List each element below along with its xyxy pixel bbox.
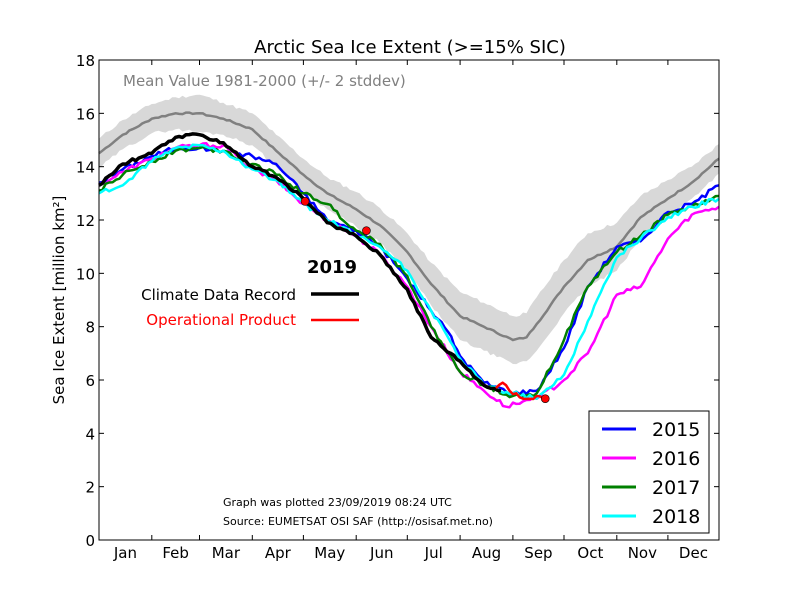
red-marker-2 xyxy=(540,394,550,403)
source-note: Source: EUMETSAT OSI SAF (http://osisaf.… xyxy=(223,515,493,528)
legend-label-2016: 2016 xyxy=(652,448,700,470)
red-marker-1 xyxy=(362,226,371,235)
y-tick-label: 8 xyxy=(85,319,95,337)
stddev-band xyxy=(99,94,719,365)
x-tick-label-jan: Jan xyxy=(113,544,137,562)
x-tick-label-mar: Mar xyxy=(212,544,241,562)
x-tick-label-nov: Nov xyxy=(628,544,657,562)
y-tick-label: 2 xyxy=(85,479,95,497)
chart-title: Arctic Sea Ice Extent (>=15% SIC) xyxy=(254,37,566,58)
red-marker-0 xyxy=(300,197,310,206)
x-tick-label-may: May xyxy=(314,544,345,562)
y-tick-label: 10 xyxy=(76,265,95,283)
legend-label-2015: 2015 xyxy=(652,419,700,441)
x-tick-label-dec: Dec xyxy=(679,544,708,562)
x-tick-label-jul: Jul xyxy=(424,544,443,562)
y-tick-label: 12 xyxy=(76,212,95,230)
plot-frame xyxy=(98,59,720,541)
legend-label-2018: 2018 xyxy=(652,506,700,528)
legend-cdr-label: Climate Data Record xyxy=(141,286,296,304)
y-tick-label: 18 xyxy=(76,52,95,70)
plotted-note: Graph was plotted 23/09/2019 08:24 UTC xyxy=(223,496,452,509)
mean-label: Mean Value 1981-2000 (+/- 2 stddev) xyxy=(123,72,406,90)
series-line-2017 xyxy=(98,145,720,399)
y-tick-label: 14 xyxy=(76,159,95,177)
x-tick-label-feb: Feb xyxy=(162,544,189,562)
y-tick-label: 4 xyxy=(85,425,95,443)
y-tick-label: 0 xyxy=(85,532,95,550)
legend-op-label: Operational Product xyxy=(146,311,296,329)
x-tick-label-oct: Oct xyxy=(577,544,603,562)
year-legend-box xyxy=(588,410,710,534)
x-tick-label-sep: Sep xyxy=(524,544,552,562)
plot-area: Mean Value 1981-2000 (+/- 2 stddev) 0 2 4 6 8… xyxy=(76,52,720,562)
y-tick-label: 6 xyxy=(85,372,95,390)
series-line-climate-data-record xyxy=(98,132,502,393)
x-tick-label-jun: Jun xyxy=(369,544,393,562)
x-tick-label-aug: Aug xyxy=(472,544,501,562)
series-line-2018 xyxy=(98,143,720,400)
y-tick-label: 16 xyxy=(76,105,95,123)
y-axis-label: Sea Ice Extent [million km²] xyxy=(50,196,68,405)
x-tick-label-apr: Apr xyxy=(265,544,292,562)
mean-line xyxy=(98,111,720,342)
series-line-operational-product xyxy=(495,381,545,401)
legend-label-2017: 2017 xyxy=(652,477,700,499)
legend-2019-heading: 2019 xyxy=(307,257,357,278)
